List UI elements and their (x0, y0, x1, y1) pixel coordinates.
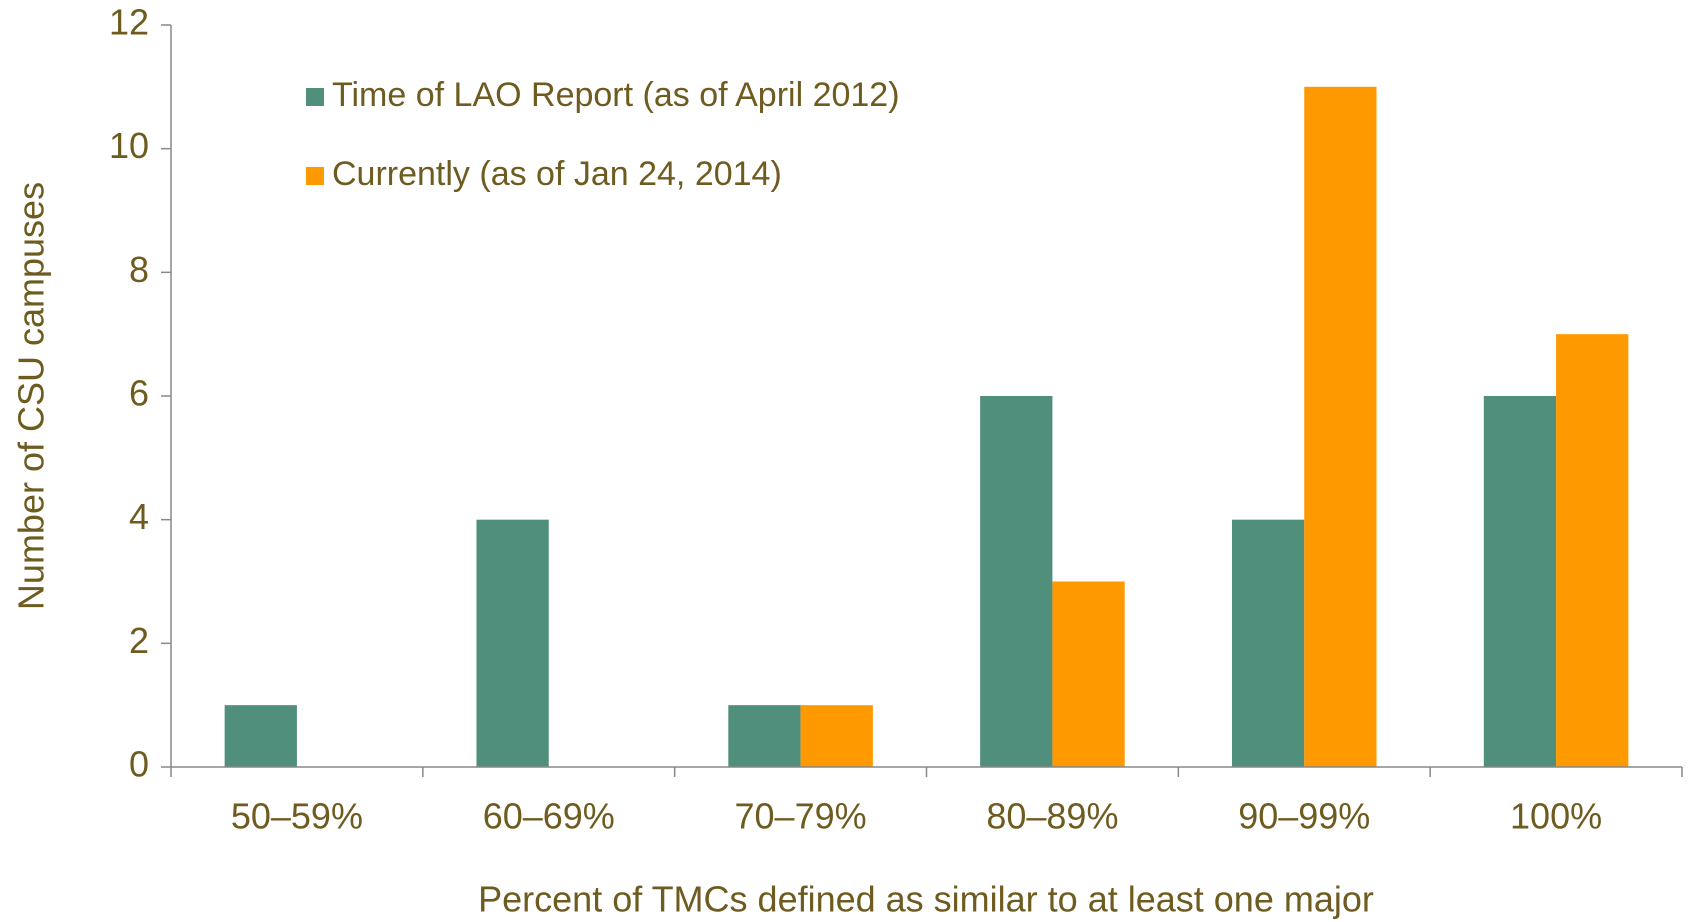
y-tick-label: 6 (129, 373, 149, 414)
y-tick-label: 8 (129, 249, 149, 290)
bar (728, 705, 801, 767)
bar (980, 396, 1053, 767)
bar (1304, 86, 1377, 768)
y-axis-label: Number of CSU campuses (11, 182, 52, 610)
legend-swatch (306, 88, 324, 106)
bar (224, 705, 297, 767)
bar (1231, 519, 1305, 767)
x-tick-label: 60–69% (483, 796, 615, 837)
legend-label: Currently (as of Jan 24, 2014) (332, 155, 782, 193)
bar (1483, 396, 1557, 767)
bar (476, 519, 549, 767)
bar (800, 705, 873, 767)
bar (1052, 581, 1125, 767)
y-tick-label: 4 (129, 496, 149, 537)
legend-swatch (306, 167, 324, 185)
y-tick-label: 2 (129, 620, 149, 661)
x-tick-label: 80–89% (986, 796, 1118, 837)
legend-label: Time of LAO Report (as of April 2012) (332, 76, 900, 114)
y-tick-label: 0 (129, 744, 149, 785)
x-tick-label: 50–59% (231, 796, 363, 837)
y-tick-label: 10 (109, 125, 149, 166)
x-tick-label: 70–79% (735, 796, 867, 837)
x-axis-label: Percent of TMCs defined as similar to at… (478, 879, 1374, 920)
x-tick-label: 100% (1510, 796, 1602, 837)
y-tick-label: 12 (109, 2, 149, 43)
bar (1556, 334, 1629, 767)
x-tick-label: 90–99% (1238, 796, 1370, 837)
